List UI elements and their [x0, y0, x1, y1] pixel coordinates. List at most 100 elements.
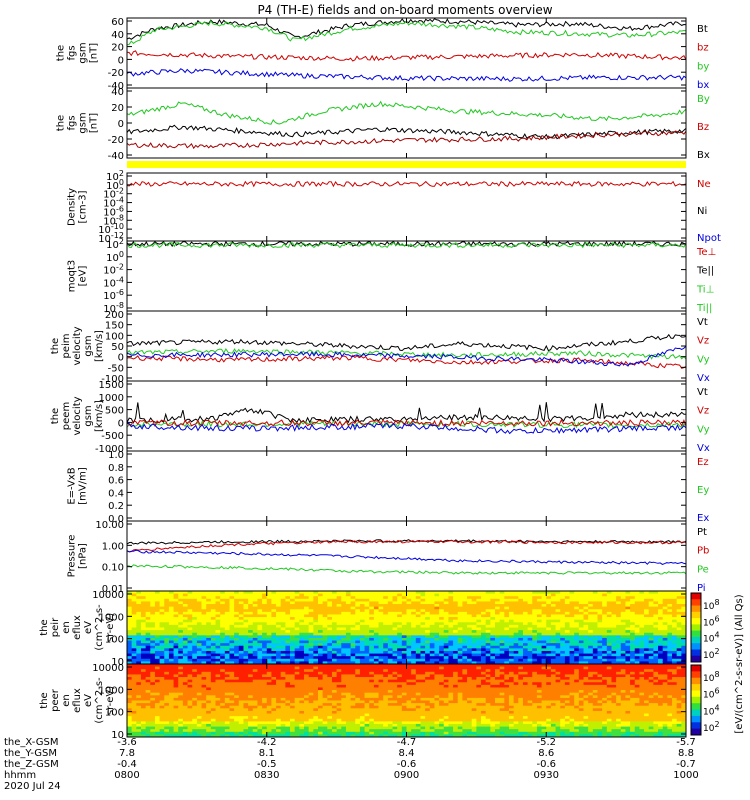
spectrogram-cell [308, 669, 314, 673]
spectrogram-cell [681, 656, 687, 660]
spectrogram-cell [373, 640, 379, 644]
spectrogram-cell [546, 596, 552, 600]
spectrogram-cell [392, 598, 398, 602]
spectrogram-cell [369, 661, 375, 665]
legend-by: by [697, 61, 709, 72]
spectrogram-cell [471, 619, 477, 623]
spectrogram-cell [434, 632, 440, 636]
spectrogram-cell [154, 593, 161, 597]
spectrogram-cell [215, 705, 221, 709]
spectrogram-cell [550, 650, 556, 654]
spectrogram-cell [620, 624, 626, 628]
spectrogram-cell [252, 643, 258, 647]
spectrogram-cell [681, 653, 687, 657]
spectrogram-cell [192, 695, 198, 699]
spectrogram-cell [602, 614, 608, 618]
spectrogram-cell [154, 648, 161, 652]
spectrogram-cell [597, 653, 603, 657]
spectrogram-cell [276, 617, 282, 621]
spectrogram-cell [443, 635, 449, 639]
spectrogram-cell [481, 643, 487, 647]
spectrogram-cell [555, 643, 561, 647]
spectrogram-cell [299, 695, 305, 699]
spectrogram-cell [467, 645, 473, 649]
spectrogram-cell [667, 630, 673, 634]
spectrogram-cell [616, 627, 622, 631]
spectrogram-cell [304, 664, 310, 668]
spectrogram-cell [401, 606, 407, 610]
spectrogram-cell [164, 656, 170, 660]
spectrogram-cell [294, 718, 300, 722]
spectrogram-cell [262, 669, 268, 673]
spectrogram-cell [378, 650, 384, 654]
spectrogram-cell [159, 692, 165, 696]
spectrogram-cell [196, 606, 202, 610]
spectrogram-cell [182, 700, 188, 704]
spectrogram-cell [564, 606, 570, 610]
spectrogram-cell [304, 679, 310, 683]
y-tick-label: 10 [111, 657, 124, 668]
spectrogram-cell [271, 619, 277, 623]
spectrogram-cell [550, 596, 556, 600]
spectrogram-cell [150, 604, 156, 608]
spectrogram-cell [127, 648, 133, 652]
spectrogram-cell [378, 591, 384, 595]
spectrogram-cell [299, 692, 305, 696]
spectrogram-cell [457, 661, 463, 665]
spectrogram-cell [499, 624, 505, 628]
spectrogram-cell [271, 630, 277, 634]
spectrogram-cell [420, 609, 426, 613]
spectrogram-cell [634, 645, 640, 649]
spectrogram-cell [327, 687, 333, 691]
spectrogram-cell [522, 640, 529, 644]
spectrogram-cell [168, 674, 174, 678]
spectrogram-cell [252, 627, 258, 631]
spectrogram-cell [276, 627, 282, 631]
spectrogram-cell [327, 632, 333, 636]
spectrogram-cell [131, 650, 137, 654]
spectrogram-cell [490, 609, 496, 613]
spectrogram-cell [616, 650, 622, 654]
spectrogram-cell [304, 710, 310, 714]
spectrogram-cell [164, 596, 170, 600]
spectrogram-cell [355, 640, 361, 644]
spectrogram-cell [625, 624, 631, 628]
spectrogram-cell [355, 601, 361, 605]
spectrogram-cell [262, 609, 268, 613]
spectrogram-cell [336, 606, 342, 610]
spectrogram-cell [215, 661, 221, 665]
y-tick-label: 100 [105, 331, 124, 342]
spectrogram-cell [597, 622, 603, 626]
spectrogram-cell [252, 591, 258, 595]
spectrogram-cell [140, 632, 147, 636]
spectrogram-cell [187, 726, 193, 730]
spectrogram-cell [276, 598, 282, 602]
series-line-Vx [126, 422, 687, 435]
spectrogram-cell [406, 637, 412, 641]
spectrogram-cell [527, 650, 533, 654]
spectrogram-cell [215, 627, 221, 631]
spectrogram-cell [401, 645, 407, 649]
spectrogram-cell [210, 632, 216, 636]
spectrogram-cell [662, 601, 668, 605]
spectrogram-cell [206, 705, 212, 709]
spectrogram-cell [234, 637, 240, 641]
spectrogram-cell [630, 648, 636, 652]
spectrogram-cell [252, 692, 258, 696]
spectrogram-cell [481, 635, 487, 639]
spectrogram-cell [150, 729, 156, 733]
spectrogram-cell [210, 713, 216, 717]
spectrogram-cell [536, 635, 542, 639]
spectrogram-cell [369, 640, 375, 644]
spectrogram-cell [620, 632, 626, 636]
spectrogram-cell [248, 619, 254, 623]
spectrogram-cell [588, 627, 594, 631]
spectrogram-cell [387, 606, 393, 610]
spectrogram-cell [495, 596, 501, 600]
spectrogram-cell [481, 614, 487, 618]
spectrogram-cell [443, 609, 449, 613]
spectrogram-cell [560, 643, 566, 647]
spectrogram-cell [150, 723, 156, 727]
spectrogram-cell [285, 658, 291, 662]
spectrogram-cell [276, 648, 282, 652]
